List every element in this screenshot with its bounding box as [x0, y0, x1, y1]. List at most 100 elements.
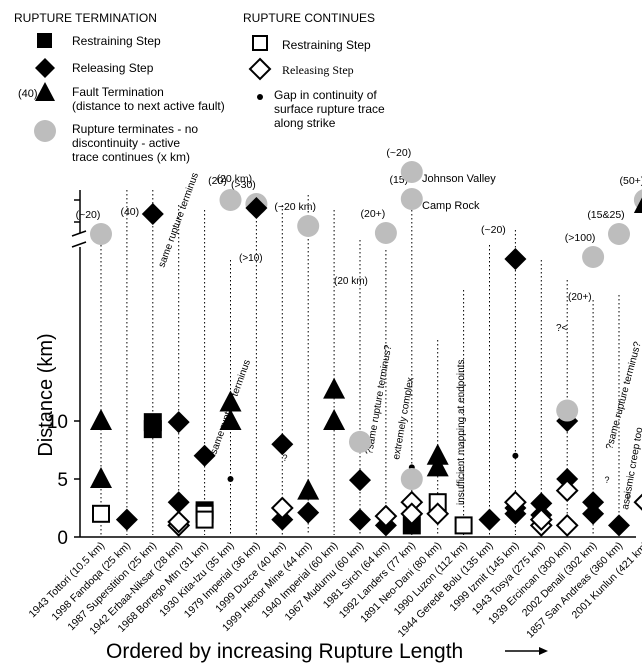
legend-gray-line2: discontinuity - active [72, 136, 180, 150]
point-filled-diamond [478, 508, 501, 531]
legend-releasing-filled: Releasing Step [72, 61, 154, 75]
point-open-diamond [555, 479, 579, 503]
upper-gray-label: (15&25) [587, 209, 624, 221]
point-filled-triangle [323, 409, 346, 430]
point-filled-diamond [167, 411, 190, 434]
point-filled-triangle [426, 443, 449, 465]
y-ticks: 0 5 10 [47, 199, 80, 549]
upper-filled-diamond [141, 203, 164, 225]
point-filled-triangle [323, 377, 346, 399]
point-filled-diamond [349, 469, 371, 492]
point-filled-diamond [193, 444, 216, 467]
legend-filled-diamond-icon [35, 58, 55, 78]
point-filled-diamond [271, 433, 294, 456]
upper-gray-label: (20) [208, 175, 227, 187]
point-filled-square [402, 516, 421, 535]
upper-filled-triangle [633, 197, 642, 213]
y-tick-label: 10 [47, 412, 68, 433]
legend-open-square-icon [252, 35, 268, 51]
point-filled-triangle [297, 478, 320, 500]
legend-open-diamond-icon [248, 57, 272, 81]
annotation: Camp Rock [422, 200, 480, 212]
x-axis-arrow-icon [539, 647, 548, 655]
data-marks [90, 161, 642, 537]
legend-filled-triangle-icon [35, 82, 55, 101]
upper-label: (20 km) [217, 173, 253, 185]
y-axis-label: Distance (km) [35, 333, 57, 456]
annotation: ? [625, 492, 630, 502]
point-gray-circle [556, 399, 579, 422]
point-filled-square [143, 413, 162, 432]
point-filled-diamond [297, 501, 320, 524]
legend-restraining-open: Restraining Step [282, 38, 371, 52]
point-dot [227, 476, 234, 482]
y-tick-label: 5 [57, 470, 68, 491]
upper-gray-circle [608, 223, 630, 245]
point-open-square [195, 510, 214, 529]
annotation: Johnson Valley [422, 173, 496, 185]
point-filled-triangle [219, 390, 242, 412]
legend-releasing-open: Releasing Step [282, 63, 354, 77]
upper-gray-label: (~20 km) [274, 201, 316, 213]
upper-gray-label: (50+) [619, 175, 642, 187]
upper-gray-circle [400, 188, 423, 210]
upper-filled-diamond [504, 248, 527, 270]
point-filled-triangle [90, 409, 112, 430]
annotation: ?< [556, 323, 568, 334]
point-filled-diamond [608, 514, 630, 537]
annotations: (~20)(20) (>30)(~20 km)(20+)(~20)(15)(>10… [76, 147, 642, 511]
legend-restraining-filled: Restraining Step [72, 34, 161, 48]
legend-gray-line3: trace continues (x km) [72, 150, 190, 164]
legend-gap-line2: surface rupture trace [274, 102, 385, 116]
point-filled-diamond [582, 491, 605, 514]
annotation: extremely complex [391, 377, 416, 461]
axes: 0 5 10 Distance (km) Ordered by increasing… [35, 190, 636, 663]
annotation: (20+) [568, 292, 592, 303]
upper-gray-circle [374, 222, 397, 244]
point-open-diamond [167, 510, 191, 534]
axis-break-mark-2 [71, 241, 87, 248]
legend-gap-dot-icon [257, 94, 263, 100]
legend-gap-line3: along strike [274, 116, 336, 130]
legend: RUPTURE TERMINATION RUPTURE CONTINUES Re… [14, 11, 385, 164]
legend-termination-title: RUPTURE TERMINATION [14, 11, 157, 25]
point-dot [512, 452, 519, 459]
legend-gray-circle-icon [34, 120, 56, 142]
point-gray-circle [349, 430, 371, 453]
x-axis-label: Ordered by increasing Rupture Length [106, 640, 463, 663]
point-open-square [92, 504, 110, 523]
point-open-diamond [555, 513, 579, 537]
category-labels: 1943 Tottori (10.5 km)1998 Fandoqa (25 k… [27, 540, 642, 641]
point-filled-diamond [556, 468, 579, 490]
point-gray-circle [400, 468, 423, 490]
upper-gray-circle [219, 189, 242, 211]
legend-continues-title: RUPTURE CONTINUES [243, 11, 375, 25]
upper-label: (40) [120, 206, 139, 218]
upper-gray-circle [90, 223, 112, 245]
upper-gray-label: (~20) [76, 209, 101, 221]
annotation: insufficient mapping at endpoints [456, 360, 467, 505]
point-open-diamond [529, 508, 553, 532]
legend-fault-prefix: (40) [18, 88, 38, 100]
upper-gray-label: (>30) [231, 179, 256, 191]
point-open-diamond [633, 493, 642, 511]
point-filled-diamond [271, 508, 294, 531]
annotation: ? [604, 475, 609, 485]
point-open-diamond [400, 502, 424, 526]
legend-gap-line1: Gap in continuity of [274, 88, 377, 102]
legend-fault-line2: (distance to next active fault) [72, 99, 225, 113]
legend-fault-line1: Fault Termination [72, 85, 164, 99]
upper-gray-circle [297, 215, 320, 237]
point-filled-diamond [530, 492, 553, 515]
annotation: ? [282, 453, 287, 463]
y-tick-label: 0 [57, 528, 68, 549]
legend-gray-line1: Rupture terminates - no [72, 122, 198, 136]
annotation: (20 km) [334, 276, 368, 287]
point-open-diamond [503, 490, 527, 514]
point-filled-triangle [90, 467, 112, 488]
legend-filled-square-icon [37, 33, 52, 48]
point-open-diamond [426, 502, 450, 526]
point-filled-triangle [426, 455, 449, 477]
upper-gray-label: (20+) [360, 208, 385, 220]
